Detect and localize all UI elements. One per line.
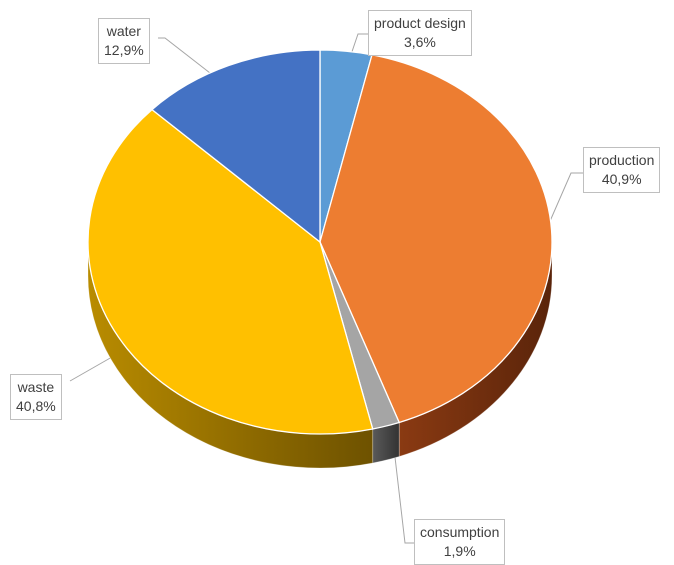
slice-percent: 1,9% [443, 543, 476, 559]
label-water: water 12,9% [98, 18, 150, 64]
slice-label: waste [17, 379, 55, 395]
slice-label: water [106, 23, 141, 39]
pie-slices [87, 49, 553, 435]
label-product-design: product design 3,6% [368, 10, 472, 56]
slice-label: product design [374, 15, 466, 31]
slice-percent: 40,9% [601, 171, 642, 187]
slice-percent: 3,6% [403, 34, 436, 50]
leader-line-consumption [392, 439, 414, 544]
slice-percent: 12,9% [104, 42, 144, 58]
slice-water [150, 49, 321, 244]
leader-line-production [546, 172, 583, 229]
leader-line-waste [69, 356, 113, 382]
label-waste: waste 40,8% [10, 374, 62, 420]
label-consumption: consumption 1,9% [414, 519, 506, 565]
slice-percent: 40,8% [16, 398, 56, 414]
slice-label: consumption [420, 524, 500, 540]
slice-production [319, 54, 553, 424]
slice-waste [87, 108, 374, 435]
label-production: production 40,9% [583, 147, 661, 193]
slice-label: production [589, 152, 655, 168]
